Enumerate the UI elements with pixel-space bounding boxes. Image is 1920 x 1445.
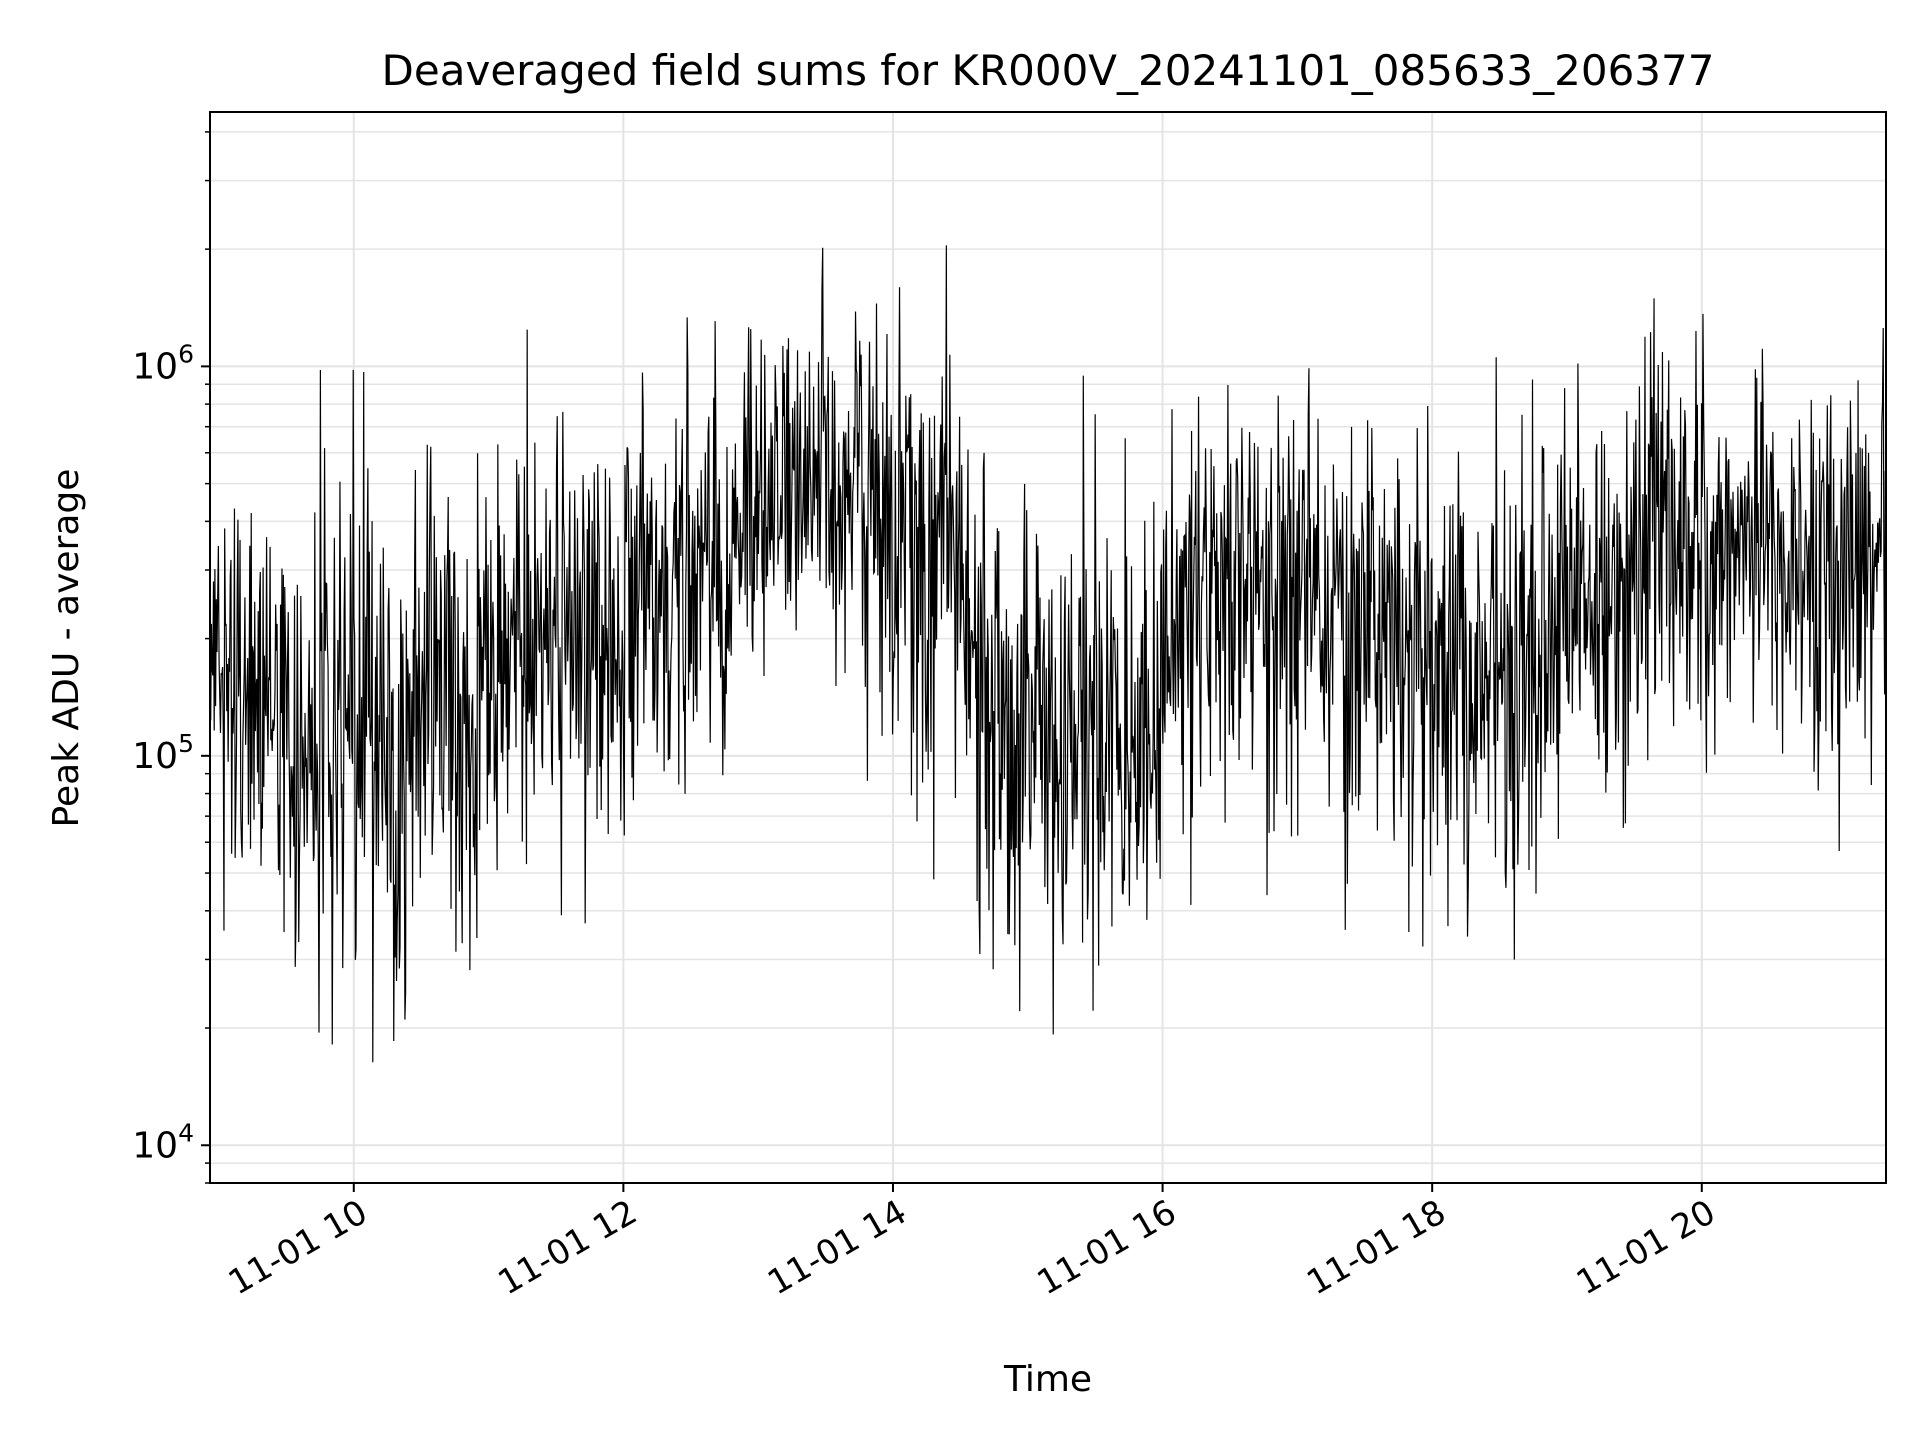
x-axis-label: Time xyxy=(1003,1359,1092,1400)
plot-frame xyxy=(209,111,1887,1184)
series-line xyxy=(210,245,1886,1063)
chart-title: Deaveraged field sums for KR000V_2024110… xyxy=(382,46,1715,95)
y-tick-label: 105 xyxy=(132,729,194,777)
y-axis-label: Peak ADU - average xyxy=(46,469,87,828)
y-tick-label: 106 xyxy=(132,339,194,387)
y-tick-label: 104 xyxy=(132,1118,194,1166)
data-layer xyxy=(210,245,1886,1063)
